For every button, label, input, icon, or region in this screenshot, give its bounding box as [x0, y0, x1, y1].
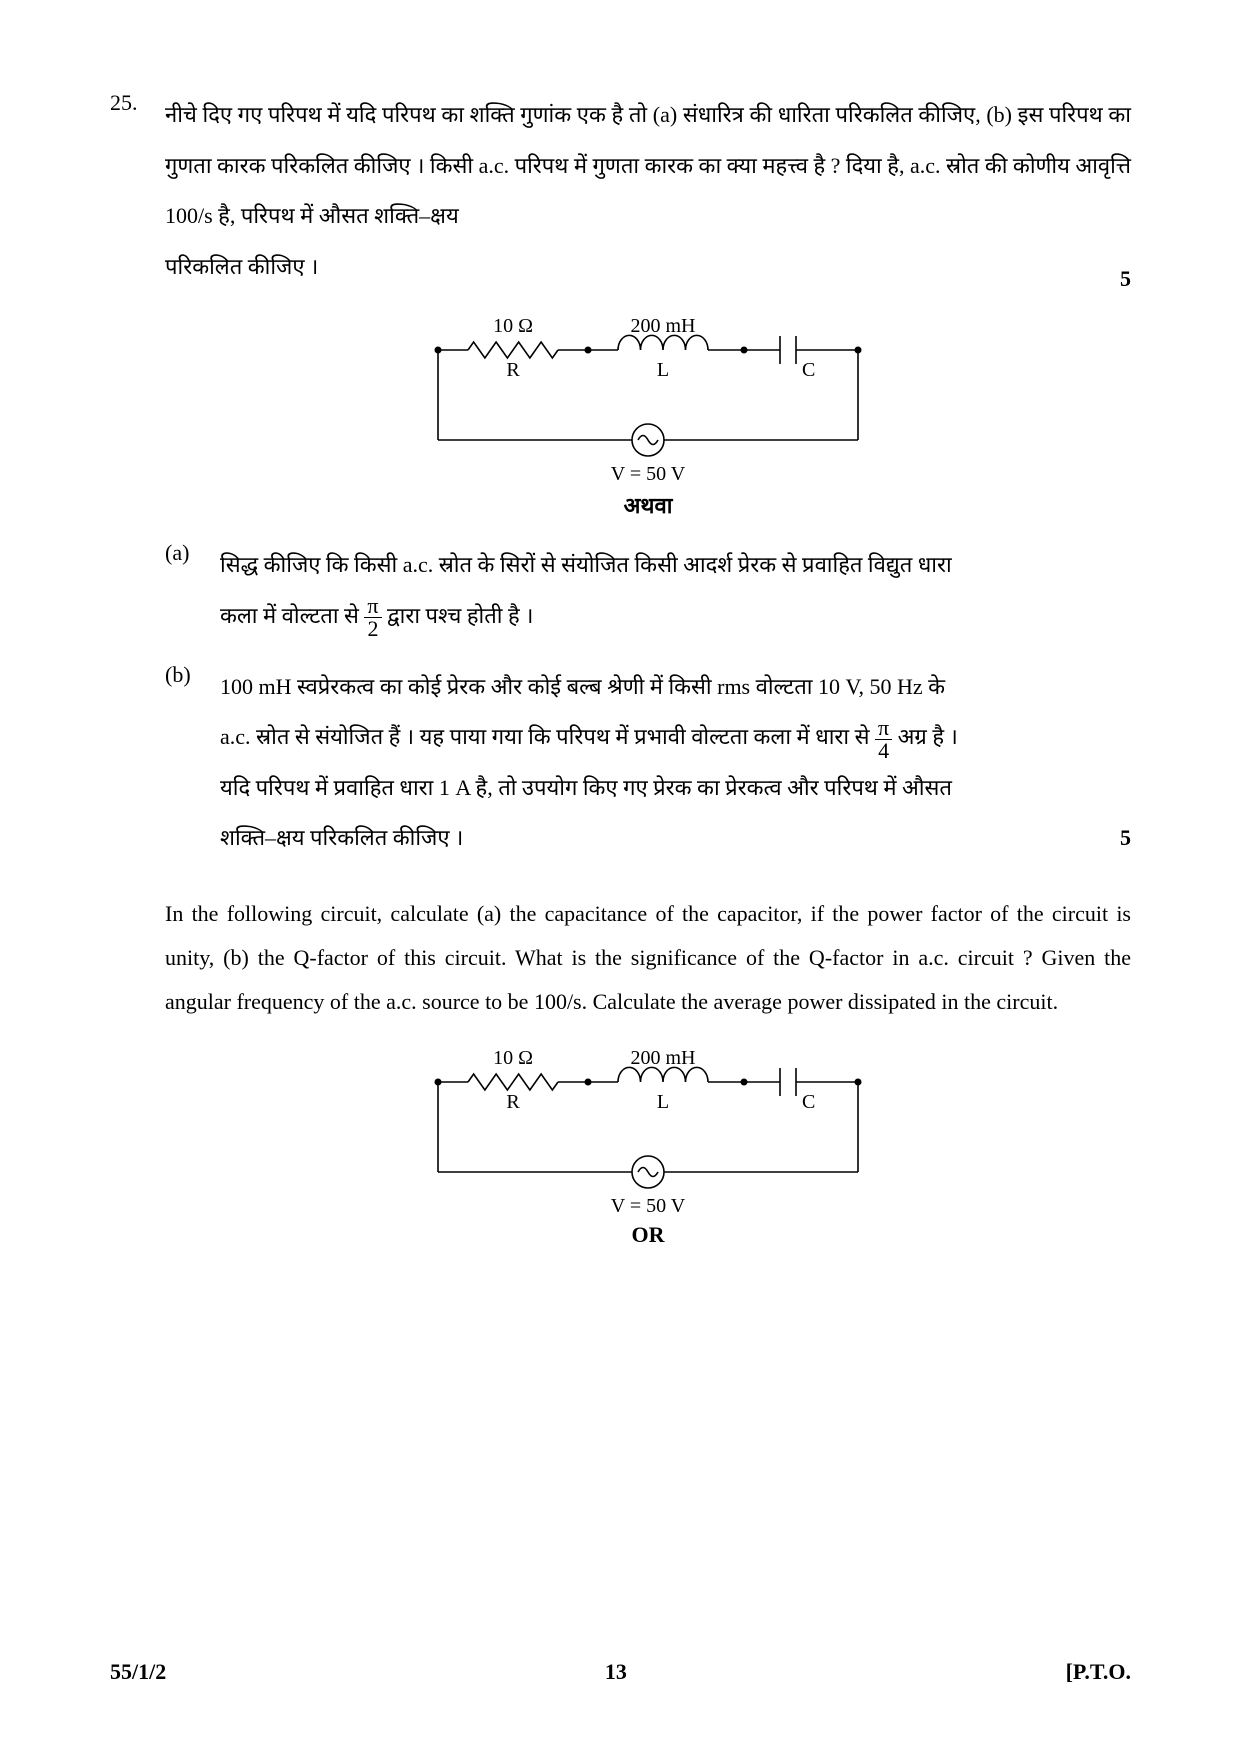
circuit-diagram-1: 10 Ω R 200 mH L C V = 50 V [165, 310, 1131, 480]
part-b-line3: यदि परिपथ में प्रवाहित धारा 1 A है, तो उ… [220, 763, 1131, 814]
page-footer: 55/1/2 13 [P.T.O. [110, 1659, 1131, 1685]
or-english: OR [165, 1222, 1131, 1248]
circuit-svg-2: 10 Ω R 200 mH L C V = 50 V [408, 1042, 888, 1212]
part-b-body: 100 mH स्वप्रेरकत्व का कोई प्रेरक और कोई… [220, 662, 1131, 864]
svg-text:10 Ω: 10 Ω [493, 315, 533, 337]
svg-text:200 mH: 200 mH [631, 1047, 696, 1069]
svg-text:200 mH: 200 mH [631, 315, 696, 337]
frac-num: π [364, 595, 381, 618]
part-b-line2: a.c. स्रोत से संयोजित हैं । यह पाया गया … [220, 712, 1131, 763]
part-a-body: सिद्ध कीजिए कि किसी a.c. स्रोत के सिरों … [220, 540, 1131, 641]
footer-right: [P.T.O. [1066, 1659, 1131, 1685]
part-b: (b) 100 mH स्वप्रेरकत्व का कोई प्रेरक और… [165, 662, 1131, 864]
question-row: 25. नीचे दिए गए परिपथ में यदि परिपथ का श… [110, 90, 1131, 1248]
question-number: 25. [110, 90, 165, 116]
part-a-pre: कला में वोल्टता से [220, 603, 364, 628]
part-a-label: (a) [165, 540, 220, 566]
marks-2: 5 [1091, 813, 1131, 864]
hindi-main: नीचे दिए गए परिपथ में यदि परिपथ का शक्ति… [165, 90, 1131, 242]
hindi-last: परिकलित कीजिए । [165, 242, 318, 293]
frac-den: 2 [364, 618, 381, 640]
svg-text:10 Ω: 10 Ω [493, 1047, 533, 1069]
svg-text:C: C [802, 359, 815, 381]
or-hindi: अथवा [165, 490, 1131, 520]
part-b-line1: 100 mH स्वप्रेरकत्व का कोई प्रेरक और कोई… [220, 662, 1131, 713]
footer-left: 55/1/2 [110, 1659, 166, 1685]
part-b-label: (b) [165, 662, 220, 688]
part-a-post: द्वारा पश्च होती है । [382, 603, 534, 628]
footer-center: 13 [605, 1659, 627, 1685]
circuit-diagram-2: 10 Ω R 200 mH L C V = 50 V [165, 1042, 1131, 1212]
part-a-line2: कला में वोल्टता से π2 द्वारा पश्च होती ह… [220, 591, 1131, 642]
svg-text:L: L [657, 359, 669, 381]
svg-text:R: R [506, 1091, 520, 1113]
part-b-pre: a.c. स्रोत से संयोजित हैं । यह पाया गया … [220, 724, 875, 749]
english-text: In the following circuit, calculate (a) … [165, 892, 1131, 1024]
svg-text:C: C [802, 1091, 815, 1113]
fraction-pi-2: π2 [364, 595, 381, 640]
svg-text:L: L [657, 1091, 669, 1113]
part-b-post: अग्र है । [892, 724, 958, 749]
svg-text:V = 50 V: V = 50 V [611, 463, 686, 480]
frac-num-b: π [875, 717, 892, 740]
svg-text:R: R [506, 359, 520, 381]
exam-page: 25. नीचे दिए गए परिपथ में यदि परिपथ का श… [0, 0, 1241, 1755]
frac-den-b: 4 [875, 740, 892, 762]
circuit-svg-1: 10 Ω R 200 mH L C V = 50 V [408, 310, 888, 480]
svg-text:V = 50 V: V = 50 V [611, 1195, 686, 1212]
marks-1: 5 [1091, 266, 1131, 292]
fraction-pi-4: π4 [875, 717, 892, 762]
part-b-line4: शक्ति–क्षय परिकलित कीजिए । [220, 813, 463, 864]
question-body: नीचे दिए गए परिपथ में यदि परिपथ का शक्ति… [165, 90, 1131, 1248]
part-b-last-row: शक्ति–क्षय परिकलित कीजिए । 5 [220, 813, 1131, 864]
part-a-line1: सिद्ध कीजिए कि किसी a.c. स्रोत के सिरों … [220, 540, 1131, 591]
hindi-last-row: परिकलित कीजिए । 5 [165, 242, 1131, 293]
part-a: (a) सिद्ध कीजिए कि किसी a.c. स्रोत के सि… [165, 540, 1131, 641]
